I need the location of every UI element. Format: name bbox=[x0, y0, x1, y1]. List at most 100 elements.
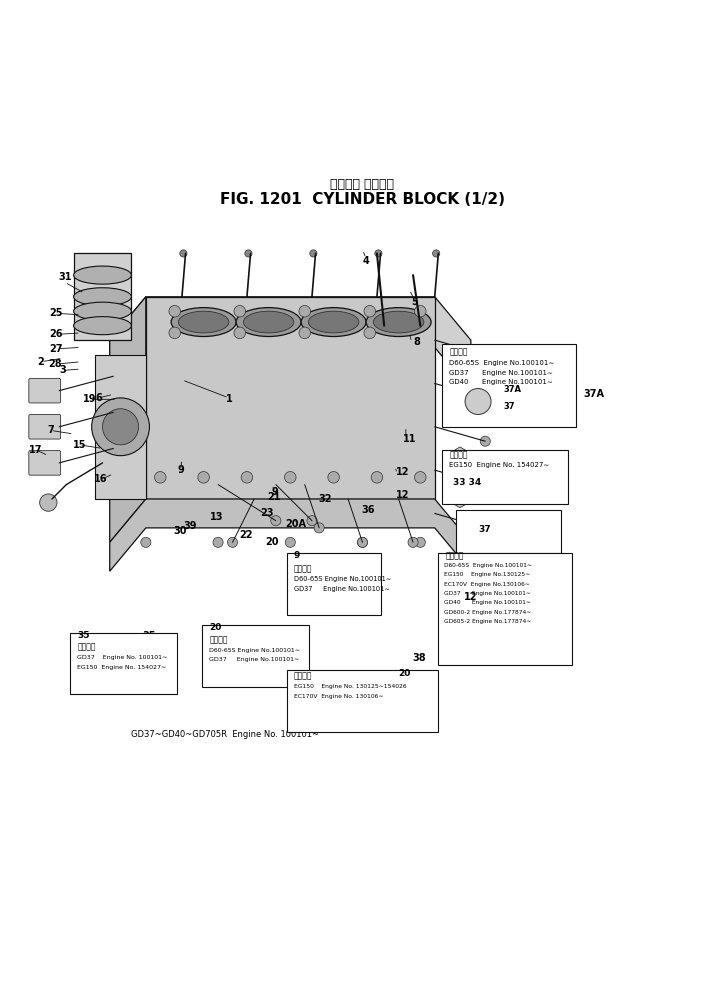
Text: 12: 12 bbox=[464, 592, 478, 602]
Text: 2: 2 bbox=[38, 356, 44, 367]
Text: 16: 16 bbox=[94, 474, 108, 484]
Circle shape bbox=[270, 516, 281, 526]
Text: 26: 26 bbox=[49, 329, 62, 339]
Text: 適用号番: 適用号番 bbox=[294, 671, 312, 680]
Text: GD605-2 Engine No.177874∼: GD605-2 Engine No.177874∼ bbox=[444, 619, 531, 624]
Text: EG150  Engine No. 154027∼: EG150 Engine No. 154027∼ bbox=[78, 665, 167, 670]
Text: GD37      Engine No.100101∼: GD37 Engine No.100101∼ bbox=[444, 591, 531, 596]
Circle shape bbox=[91, 398, 149, 456]
Text: D60-65S Engine No.100101∼: D60-65S Engine No.100101∼ bbox=[210, 648, 300, 653]
Text: 4: 4 bbox=[362, 255, 370, 265]
Circle shape bbox=[307, 516, 317, 526]
Text: 適用号番: 適用号番 bbox=[450, 450, 468, 459]
Text: EG150    Engine No. 130125∼154026: EG150 Engine No. 130125∼154026 bbox=[294, 685, 407, 690]
Text: 27: 27 bbox=[49, 343, 62, 353]
Circle shape bbox=[234, 305, 246, 317]
Text: 20A: 20A bbox=[286, 519, 307, 529]
Text: 37A: 37A bbox=[583, 389, 604, 399]
Text: 20: 20 bbox=[265, 537, 279, 547]
Ellipse shape bbox=[373, 311, 424, 333]
FancyBboxPatch shape bbox=[202, 626, 309, 687]
Circle shape bbox=[169, 305, 181, 317]
Text: 14: 14 bbox=[80, 647, 94, 657]
Text: FIG. 1201  CYLINDER BLOCK (1/2): FIG. 1201 CYLINDER BLOCK (1/2) bbox=[220, 192, 505, 207]
Text: 6: 6 bbox=[96, 393, 102, 403]
Circle shape bbox=[169, 327, 181, 338]
Circle shape bbox=[40, 494, 57, 511]
Circle shape bbox=[228, 537, 238, 547]
Text: 20: 20 bbox=[399, 669, 411, 678]
Text: GD37     Engine No.100101∼: GD37 Engine No.100101∼ bbox=[210, 658, 299, 663]
Text: 20: 20 bbox=[406, 675, 420, 685]
Text: GD37     Engine No.100101∼: GD37 Engine No.100101∼ bbox=[294, 586, 389, 592]
Text: 37: 37 bbox=[478, 525, 491, 534]
Text: GD600-2 Engine No.177874∼: GD600-2 Engine No.177874∼ bbox=[444, 610, 531, 615]
Text: 5: 5 bbox=[411, 296, 418, 306]
Polygon shape bbox=[146, 296, 435, 499]
Circle shape bbox=[364, 327, 376, 338]
Ellipse shape bbox=[74, 287, 131, 305]
FancyBboxPatch shape bbox=[442, 450, 568, 504]
Circle shape bbox=[364, 305, 376, 317]
Circle shape bbox=[375, 250, 382, 257]
Text: 31: 31 bbox=[58, 272, 72, 282]
Circle shape bbox=[314, 523, 324, 533]
Circle shape bbox=[371, 472, 383, 483]
Text: 36: 36 bbox=[362, 505, 375, 515]
Polygon shape bbox=[109, 296, 471, 390]
Text: 28: 28 bbox=[49, 359, 62, 369]
Circle shape bbox=[357, 537, 368, 547]
Text: D60-65S  Engine No.100101∼: D60-65S Engine No.100101∼ bbox=[450, 360, 555, 366]
Text: 3: 3 bbox=[59, 365, 66, 375]
Circle shape bbox=[480, 349, 490, 359]
Polygon shape bbox=[95, 354, 146, 499]
Polygon shape bbox=[109, 296, 146, 542]
Polygon shape bbox=[109, 499, 471, 571]
Circle shape bbox=[299, 305, 310, 317]
Circle shape bbox=[415, 305, 426, 317]
FancyBboxPatch shape bbox=[442, 343, 576, 427]
Text: 20: 20 bbox=[210, 624, 222, 633]
Circle shape bbox=[480, 436, 490, 446]
FancyBboxPatch shape bbox=[457, 510, 561, 553]
Text: 適用号番: 適用号番 bbox=[294, 564, 312, 573]
Text: EC170V  Engine No. 130106∼: EC170V Engine No. 130106∼ bbox=[294, 694, 384, 699]
Text: EG150  Engine No. 154027∼: EG150 Engine No. 154027∼ bbox=[450, 461, 550, 467]
Text: 17: 17 bbox=[29, 445, 43, 455]
Circle shape bbox=[480, 393, 490, 403]
Circle shape bbox=[285, 537, 295, 547]
Circle shape bbox=[284, 472, 296, 483]
Circle shape bbox=[299, 327, 310, 338]
Text: 15: 15 bbox=[72, 440, 86, 450]
Text: D60-65S  Engine No.100101∼: D60-65S Engine No.100101∼ bbox=[444, 563, 532, 568]
Polygon shape bbox=[74, 253, 131, 340]
Text: 39: 39 bbox=[184, 521, 197, 531]
Circle shape bbox=[480, 479, 490, 490]
Text: EG150    Engine No.130125∼: EG150 Engine No.130125∼ bbox=[444, 572, 530, 577]
Circle shape bbox=[415, 537, 426, 547]
Ellipse shape bbox=[366, 307, 431, 336]
Text: 12: 12 bbox=[395, 490, 409, 500]
Text: GD37    Engine No. 100101∼: GD37 Engine No. 100101∼ bbox=[78, 656, 167, 661]
Circle shape bbox=[328, 472, 339, 483]
Text: 35: 35 bbox=[143, 631, 156, 642]
Circle shape bbox=[154, 472, 166, 483]
FancyBboxPatch shape bbox=[286, 553, 381, 615]
Text: 11: 11 bbox=[402, 434, 416, 444]
Text: 37: 37 bbox=[526, 512, 539, 522]
Circle shape bbox=[180, 250, 187, 257]
FancyBboxPatch shape bbox=[29, 378, 61, 403]
Ellipse shape bbox=[308, 311, 359, 333]
Text: D60-65S Engine No.100101∼: D60-65S Engine No.100101∼ bbox=[294, 576, 392, 583]
Text: 30: 30 bbox=[174, 527, 187, 537]
Circle shape bbox=[141, 537, 151, 547]
Circle shape bbox=[198, 472, 210, 483]
Ellipse shape bbox=[74, 302, 131, 320]
Text: 12: 12 bbox=[395, 466, 409, 477]
Ellipse shape bbox=[74, 316, 131, 334]
Ellipse shape bbox=[171, 307, 236, 336]
Text: GD40      Engine No.100101∼: GD40 Engine No.100101∼ bbox=[450, 379, 553, 385]
FancyBboxPatch shape bbox=[29, 451, 61, 475]
Circle shape bbox=[102, 409, 138, 445]
Text: GD37      Engine No.100101∼: GD37 Engine No.100101∼ bbox=[450, 370, 553, 376]
